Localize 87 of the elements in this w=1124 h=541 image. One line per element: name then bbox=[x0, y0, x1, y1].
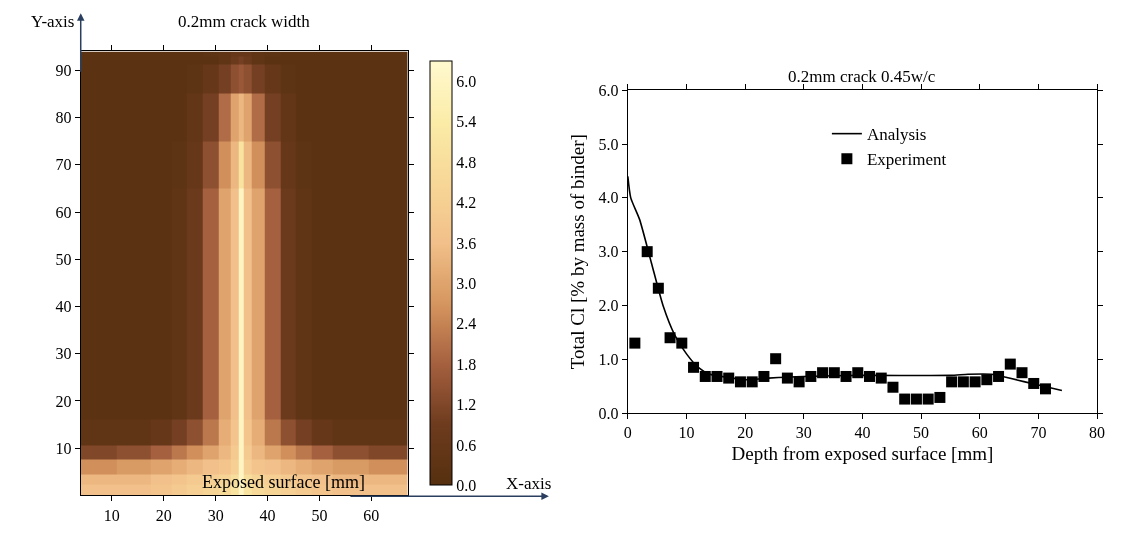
point bbox=[864, 370, 875, 382]
point bbox=[641, 246, 653, 258]
y-tick-label: 10 bbox=[55, 439, 72, 457]
point bbox=[746, 376, 758, 388]
y-axis-title: Y-axis bbox=[31, 12, 75, 31]
y-tick-label: 30 bbox=[55, 345, 72, 363]
point bbox=[875, 372, 887, 384]
point bbox=[664, 332, 676, 344]
y-tick-label: 1.0 bbox=[598, 350, 619, 368]
x-tick-label: 50 bbox=[311, 506, 328, 524]
y-tick-label: 5.0 bbox=[598, 135, 619, 153]
point bbox=[934, 391, 946, 403]
color-bar-label: 0.6 bbox=[456, 436, 477, 454]
point bbox=[1039, 383, 1051, 395]
point bbox=[1016, 367, 1028, 379]
y-tick-label: 80 bbox=[55, 109, 72, 127]
y-tick-label: 60 bbox=[55, 203, 72, 221]
x-tick-label: 40 bbox=[259, 506, 276, 524]
point bbox=[899, 393, 911, 405]
x-tick-label: 0 bbox=[623, 424, 632, 442]
point bbox=[793, 376, 805, 388]
point bbox=[1004, 358, 1016, 370]
color-bar-label: 2.4 bbox=[456, 315, 477, 333]
y-tick-label: 6.0 bbox=[598, 81, 619, 99]
x-tick-label: 20 bbox=[155, 506, 172, 524]
color-bar-label: 1.2 bbox=[456, 396, 477, 414]
x-tick-label: 10 bbox=[678, 424, 695, 442]
point bbox=[723, 372, 735, 384]
point bbox=[922, 393, 934, 405]
x-tick-label: 60 bbox=[363, 506, 380, 524]
point bbox=[981, 374, 993, 386]
point bbox=[652, 282, 664, 294]
point bbox=[957, 376, 969, 388]
point bbox=[840, 370, 852, 382]
point bbox=[1028, 377, 1040, 389]
point bbox=[969, 376, 981, 388]
point bbox=[629, 337, 641, 349]
point bbox=[770, 353, 782, 365]
y-tick-label: 4.0 bbox=[598, 189, 619, 207]
x-tick-label: 70 bbox=[1030, 424, 1047, 442]
point bbox=[852, 367, 864, 379]
y-tick-label: 3.0 bbox=[598, 243, 619, 261]
color-bar-label: 5.4 bbox=[456, 113, 477, 131]
point bbox=[828, 367, 840, 379]
color-bar-label: 0.0 bbox=[456, 476, 477, 494]
x-tick-label: 20 bbox=[737, 424, 754, 442]
chart-title: 0.2mm crack 0.45w/c bbox=[788, 67, 936, 86]
y-tick-label: 70 bbox=[55, 156, 72, 174]
x-tick-label: 30 bbox=[207, 506, 224, 524]
color-bar-label: 6.0 bbox=[456, 73, 477, 91]
y-tick-label: 2.0 bbox=[598, 297, 619, 315]
x-axis-title: Depth from exposed surface [mm] bbox=[731, 443, 994, 465]
point bbox=[734, 376, 746, 388]
y-tick-label: 20 bbox=[55, 392, 72, 410]
point bbox=[676, 337, 688, 349]
legend-label: Experiment bbox=[866, 150, 947, 170]
y-tick-label: 90 bbox=[55, 61, 72, 79]
point bbox=[993, 370, 1005, 382]
x-tick-label: 60 bbox=[971, 424, 988, 442]
color-bar-label: 3.6 bbox=[456, 234, 477, 252]
y-tick-label: 50 bbox=[55, 250, 72, 268]
y-tick-label: 40 bbox=[55, 298, 72, 316]
color-bar-label: 4.2 bbox=[456, 194, 477, 212]
chart-title: 0.2mm crack width bbox=[178, 12, 311, 31]
point bbox=[887, 381, 899, 393]
point bbox=[758, 370, 770, 382]
x-tick-label: 30 bbox=[795, 424, 812, 442]
annotation: Exposed surface [mm] bbox=[202, 472, 365, 492]
point bbox=[699, 370, 711, 382]
color-bar-label: 4.8 bbox=[456, 153, 477, 171]
x-axis-title: X-axis bbox=[506, 474, 552, 493]
x-tick-label: 50 bbox=[913, 424, 930, 442]
color-bar-label: 1.8 bbox=[456, 355, 477, 373]
x-tick-label: 80 bbox=[1089, 424, 1106, 442]
y-axis-title: Total Cl [% by mass of binder] bbox=[567, 134, 589, 370]
point bbox=[711, 370, 723, 382]
y-tick-label: 0.0 bbox=[598, 404, 619, 422]
point bbox=[910, 393, 922, 405]
point bbox=[781, 372, 793, 384]
x-tick-label: 10 bbox=[103, 506, 120, 524]
color-bar-label: 3.0 bbox=[456, 275, 477, 293]
point bbox=[805, 370, 817, 382]
legend-label: Analysis bbox=[866, 125, 927, 145]
point bbox=[688, 361, 700, 373]
x-tick-label: 40 bbox=[854, 424, 871, 442]
point bbox=[817, 367, 829, 379]
point bbox=[946, 376, 958, 388]
